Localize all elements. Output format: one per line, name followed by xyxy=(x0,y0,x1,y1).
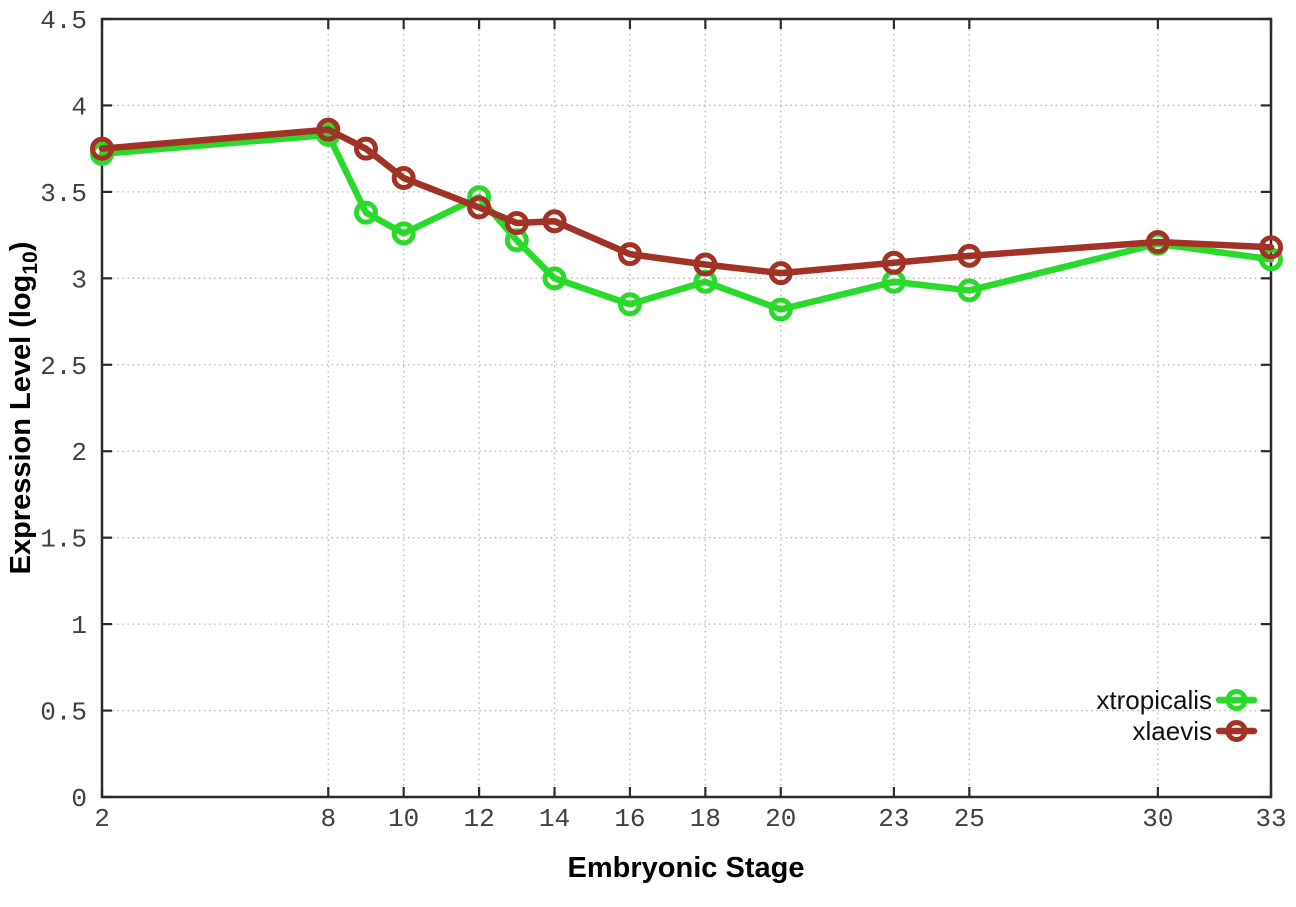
x-tick-label: 33 xyxy=(1255,804,1286,834)
y-tick-label: 4.5 xyxy=(40,6,87,36)
y-axis-title-close: ) xyxy=(5,242,37,252)
y-tick-label: 4 xyxy=(71,92,87,122)
y-tick-label: 3 xyxy=(71,265,87,295)
x-axis-title: Embryonic Stage xyxy=(568,852,805,884)
x-tick-label: 10 xyxy=(388,804,419,834)
y-tick-label: 2 xyxy=(71,438,87,468)
data-point-xlaevis xyxy=(90,136,114,161)
x-tick-label: 23 xyxy=(878,804,909,834)
data-point-xtropicalis xyxy=(957,278,982,303)
x-tick-label: 30 xyxy=(1142,804,1173,834)
data-point-xtropicalis xyxy=(542,266,567,291)
legend-label-xlaevis: xlaevis xyxy=(1133,716,1212,746)
x-tick-label: 16 xyxy=(614,804,645,834)
series-line-xtropicalis xyxy=(98,131,1275,313)
y-tick-label: 0 xyxy=(71,784,87,814)
data-point-xtropicalis xyxy=(391,221,416,246)
legend-sample-marker-xlaevis xyxy=(1225,720,1248,742)
data-point-xlaevis xyxy=(1259,235,1283,260)
y-axis-title: Expression Level (log10) xyxy=(5,242,42,575)
x-tick-label: 25 xyxy=(954,804,985,834)
y-tick-label: 1.5 xyxy=(40,525,87,555)
x-tick-label: 2 xyxy=(94,804,110,834)
plot-area: 2 8 10 12 14 16 18 20 23 25 30 33 0 0.5 1 1.5 2 2.5 3 3.5 4 4… xyxy=(40,6,1286,834)
y-tick-label: 0.5 xyxy=(40,698,87,728)
data-point-xlaevis xyxy=(693,252,718,277)
series-line-xlaevis xyxy=(98,126,1275,277)
y-tick-label: 3.5 xyxy=(40,179,87,209)
y-axis-title-subscript: 10 xyxy=(19,251,42,274)
x-tick-label: 8 xyxy=(320,804,336,834)
y-tick-label: 1 xyxy=(71,611,87,641)
data-point-xlaevis xyxy=(768,261,793,286)
data-point-xlaevis xyxy=(617,242,642,267)
data-point-xlaevis xyxy=(391,166,416,191)
data-point-xlaevis xyxy=(316,117,341,142)
data-point-xlaevis xyxy=(542,209,567,234)
data-point-xtropicalis xyxy=(617,292,642,317)
plot-border xyxy=(100,17,1273,799)
x-tick-label: 12 xyxy=(463,804,494,834)
data-point-xlaevis xyxy=(353,136,378,161)
y-axis-title-main: Expression Level (log xyxy=(5,275,37,575)
x-tick-label: 18 xyxy=(690,804,721,834)
x-tick-label: 20 xyxy=(765,804,796,834)
data-point-xtropicalis xyxy=(768,297,793,322)
data-point-xlaevis xyxy=(467,195,492,220)
x-tick-label: 14 xyxy=(539,804,570,834)
data-point-xlaevis xyxy=(1145,230,1170,255)
legend-label-xtropicalis: xtropicalis xyxy=(1096,685,1212,715)
data-point-xtropicalis xyxy=(353,200,378,225)
data-point-xlaevis xyxy=(957,243,982,268)
data-point-xlaevis xyxy=(504,211,529,236)
data-point-xlaevis xyxy=(881,250,906,275)
legend-sample-marker-xtropicalis xyxy=(1225,689,1248,711)
y-tick-label: 2.5 xyxy=(40,352,87,382)
